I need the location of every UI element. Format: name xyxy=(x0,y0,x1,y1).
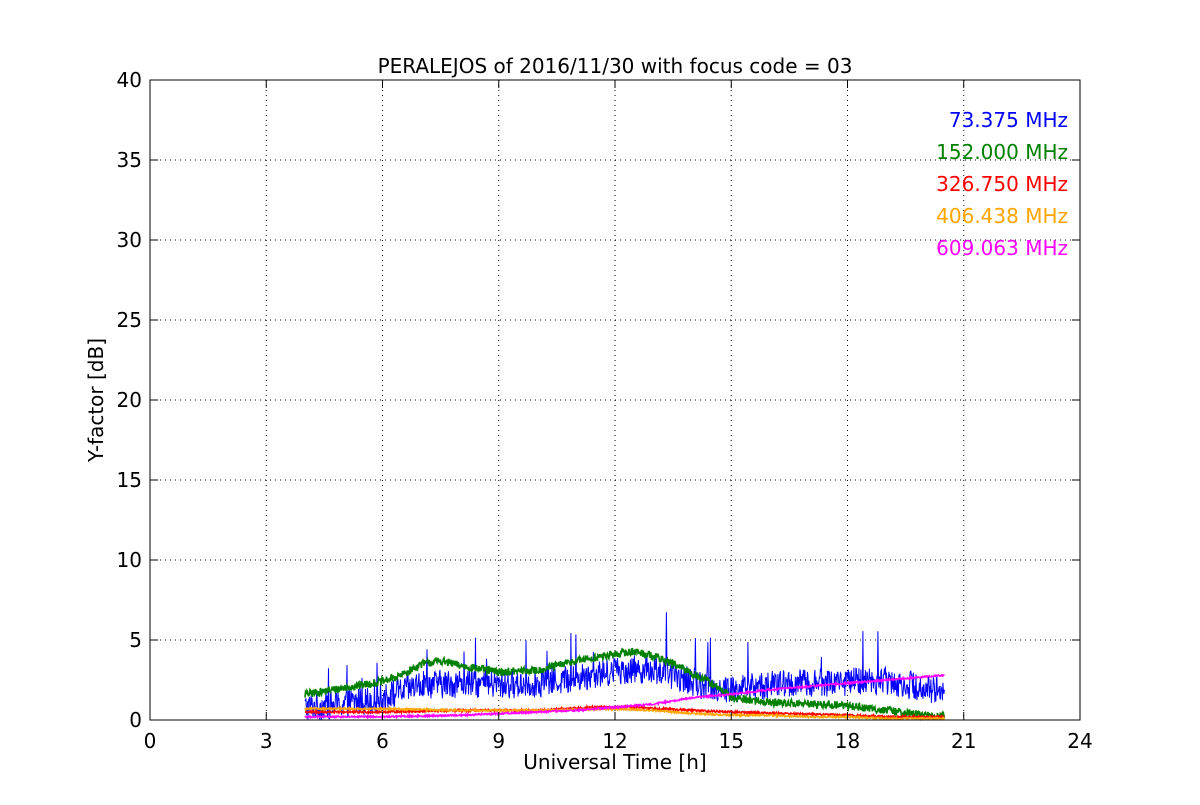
chart-title: PERALEJOS of 2016/11/30 with focus code … xyxy=(378,54,853,78)
series-line-1 xyxy=(304,612,945,720)
x-tick-label: 6 xyxy=(376,729,389,753)
x-tick-label: 3 xyxy=(260,729,273,753)
y-tick-label: 0 xyxy=(129,708,142,732)
y-tick-label: 35 xyxy=(117,148,142,172)
y-axis-label: Y-factor [dB] xyxy=(84,338,108,463)
y-tick-label: 10 xyxy=(117,548,142,572)
legend-label-1: 73.375 MHz xyxy=(949,108,1068,132)
series-line-5 xyxy=(304,673,945,720)
axis-ticks: 0 3 6 9 12 15 18 21 24 0 5 10 15 20 25 30 35 40 xyxy=(117,68,1093,753)
y-tick-label: 5 xyxy=(129,628,142,652)
y-tick-label: 20 xyxy=(117,388,142,412)
x-tick-label: 21 xyxy=(951,729,976,753)
legend-label-4: 406.438 MHz xyxy=(936,204,1068,228)
x-tick-label: 18 xyxy=(835,729,860,753)
plot-frame xyxy=(149,79,1081,721)
y-tick-label: 30 xyxy=(117,228,142,252)
x-tick-label: 12 xyxy=(602,729,627,753)
legend-label-2: 152.000 MHz xyxy=(936,140,1068,164)
x-tick-label: 9 xyxy=(492,729,505,753)
grid xyxy=(150,80,1080,720)
y-tick-label: 15 xyxy=(117,468,142,492)
x-tick-label: 15 xyxy=(719,729,744,753)
legend: 73.375 MHz 152.000 MHz 326.750 MHz 406.438 … xyxy=(936,108,1068,260)
x-tick-label: 0 xyxy=(144,729,157,753)
series-line-2 xyxy=(304,647,946,722)
x-axis-label: Universal Time [h] xyxy=(523,750,706,774)
x-tick-label: 24 xyxy=(1067,729,1092,753)
legend-label-3: 326.750 MHz xyxy=(936,172,1068,196)
legend-label-5: 609.063 MHz xyxy=(936,236,1068,260)
y-tick-label: 40 xyxy=(117,68,142,92)
y-tick-label: 25 xyxy=(117,308,142,332)
series-layer xyxy=(304,612,946,722)
